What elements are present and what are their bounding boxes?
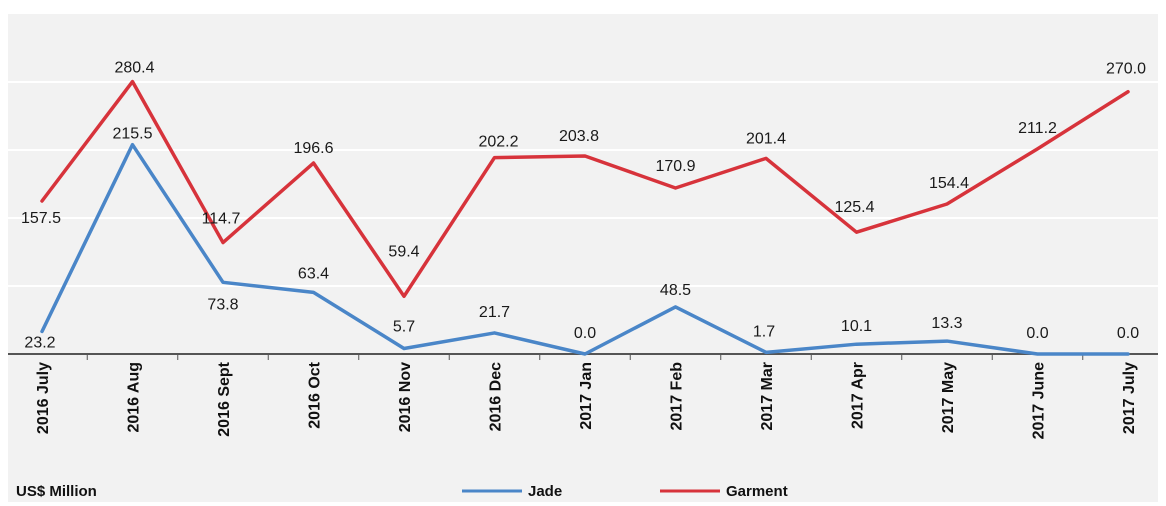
data-label-garment: 203.8 xyxy=(559,128,599,145)
data-label-jade: 63.4 xyxy=(298,265,329,282)
x-tick-label: 2017 May xyxy=(940,362,957,433)
legend-label-garment: Garment xyxy=(726,483,788,500)
x-tick-label: 2016 Nov xyxy=(397,362,414,432)
x-tick-label: 2016 Aug xyxy=(126,362,143,433)
data-label-garment: 59.4 xyxy=(388,243,419,260)
data-label-garment: 170.9 xyxy=(655,158,695,175)
data-label-garment: 114.7 xyxy=(202,211,241,228)
series-line-garment xyxy=(40,79,1130,299)
data-label-jade: 0.0 xyxy=(1117,325,1139,342)
x-tick-label: 2017 Mar xyxy=(759,362,776,431)
data-label-jade: 23.2 xyxy=(24,334,55,351)
x-tick-label: 2017 June xyxy=(1031,362,1048,439)
data-label-jade: 13.3 xyxy=(931,315,962,332)
data-label-garment: 211.2 xyxy=(1018,120,1057,137)
series-line-jade xyxy=(40,142,1130,356)
x-tick-label: 2017 July xyxy=(1121,362,1138,434)
x-tick-label: 2016 Oct xyxy=(307,361,324,428)
unit-label: US$ Million xyxy=(16,483,97,500)
data-label-garment: 154.4 xyxy=(929,175,969,192)
data-label-jade: 215.5 xyxy=(112,126,152,143)
data-label-garment: 125.4 xyxy=(834,199,874,216)
legend-label-jade: Jade xyxy=(528,483,562,500)
x-tick-label: 2016 Dec xyxy=(488,362,505,431)
data-label-jade: 21.7 xyxy=(479,304,510,321)
data-label-jade: 0.0 xyxy=(1026,325,1048,342)
data-label-garment: 202.2 xyxy=(478,134,518,151)
x-tick-label: 2016 Sept xyxy=(216,361,233,436)
x-tick-label: 2017 Feb xyxy=(669,362,686,431)
x-tick-label: 2017 Jan xyxy=(578,362,595,430)
x-tick-label: 2017 Apr xyxy=(850,362,867,429)
data-label-jade: 73.8 xyxy=(207,296,238,313)
data-label-jade: 5.7 xyxy=(393,318,415,335)
x-tick-label: 2016 July xyxy=(35,362,52,434)
data-label-garment: 157.5 xyxy=(21,210,61,227)
data-label-jade: 0.0 xyxy=(574,325,596,342)
data-label-garment: 270.0 xyxy=(1106,61,1146,78)
data-label-jade: 1.7 xyxy=(753,323,775,340)
data-label-jade: 10.1 xyxy=(841,318,872,335)
plot-background xyxy=(8,14,1158,502)
data-label-garment: 201.4 xyxy=(746,130,786,147)
data-label-garment: 280.4 xyxy=(114,60,154,77)
data-label-jade: 48.5 xyxy=(660,282,691,299)
data-label-garment: 196.6 xyxy=(293,140,333,157)
